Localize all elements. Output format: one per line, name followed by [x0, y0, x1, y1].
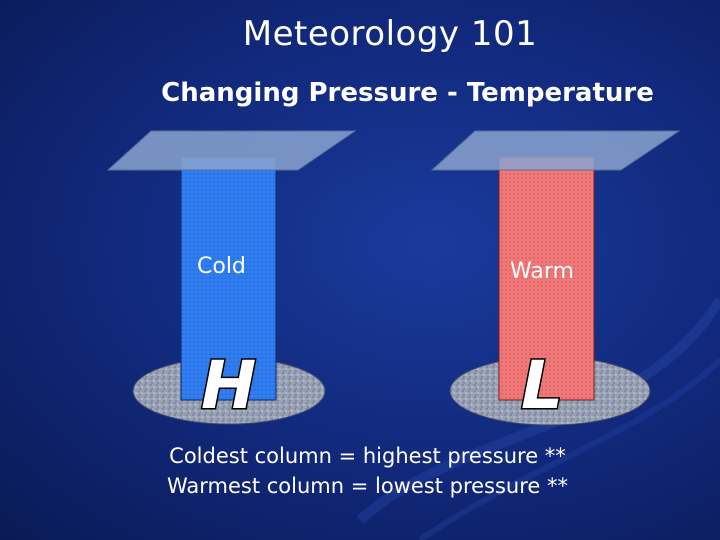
cold-air-column — [180, 156, 277, 401]
slide-subtitle: Changing Pressure - Temperature — [161, 78, 654, 108]
cold-column-group: Cold H — [106, 130, 357, 426]
warm-column-group: Warm L — [430, 130, 681, 426]
cold-pressure-lid — [106, 130, 357, 171]
warm-pressure-lid — [430, 130, 681, 171]
cold-column-label: Cold — [197, 254, 246, 279]
warm-air-column — [498, 156, 595, 401]
caption-coldest: Coldest column = highest pressure ** — [169, 444, 566, 468]
caption-warmest: Warmest column = lowest pressure ** — [166, 474, 569, 498]
high-pressure-letter: H — [201, 347, 256, 424]
warm-column-label: Warm — [510, 259, 574, 284]
background-swirl — [418, 357, 720, 540]
slide-title: Meteorology 101 — [242, 14, 538, 54]
low-pressure-letter: L — [521, 347, 563, 424]
